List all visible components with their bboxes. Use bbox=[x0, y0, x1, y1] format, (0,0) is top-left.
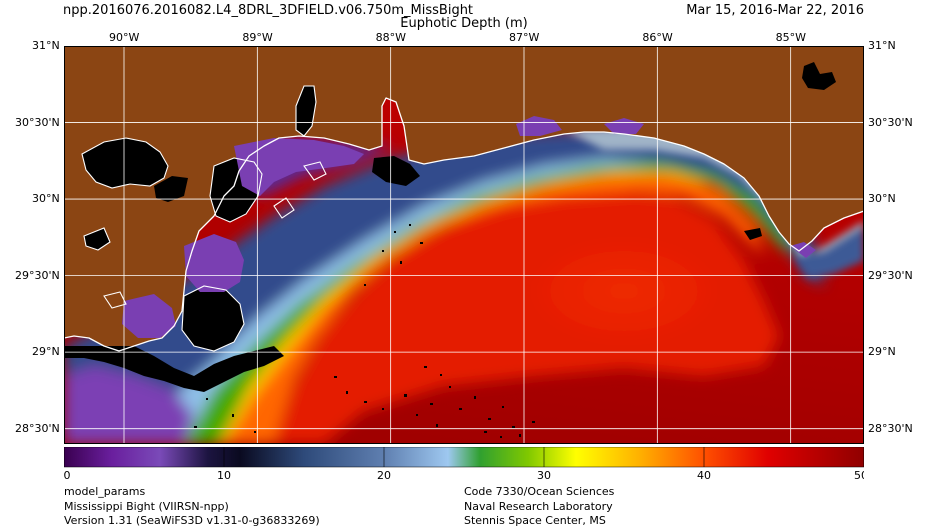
longitude-tick-label: 86°W bbox=[642, 31, 673, 44]
map-graticule bbox=[64, 46, 864, 444]
longitude-tick-label: 85°W bbox=[775, 31, 807, 44]
colorbar-tick-label: 30 bbox=[537, 469, 551, 481]
footer-product-label: model_params bbox=[64, 485, 146, 498]
latitude-tick-label-right: 30°N bbox=[868, 192, 896, 206]
latitude-tick-label-left: 30°30'N bbox=[15, 115, 60, 129]
latitude-tick-label-right: 29°N bbox=[868, 345, 896, 359]
latitude-tick-label-left: 28°30'N bbox=[15, 421, 60, 435]
euphotic-depth-map bbox=[64, 46, 864, 444]
colorbar-scale bbox=[64, 447, 864, 468]
colorbar-tick-label: 0 bbox=[64, 469, 71, 481]
latitude-tick-label-left: 31°N bbox=[32, 39, 60, 52]
footer-region-label: Mississippi Bight (VIIRSN-npp) bbox=[64, 499, 229, 513]
coastline-islands bbox=[81, 85, 327, 352]
longitude-tick-label: 87°W bbox=[509, 31, 540, 44]
coastline bbox=[64, 97, 864, 352]
latitude-tick-label-left: 29°N bbox=[32, 345, 60, 359]
nearshore-bigbend-water bbox=[794, 226, 864, 278]
colorbar-tick-label: 40 bbox=[697, 469, 711, 481]
depth-band-purple bbox=[64, 366, 194, 444]
latitude-tick-label-right: 30°30'N bbox=[868, 115, 913, 129]
depth-core-bright bbox=[514, 231, 734, 351]
footer-left: model_params Mississippi Bight (VIIRSN-n… bbox=[64, 485, 320, 529]
longitude-tick-label: 89°W bbox=[242, 31, 273, 44]
latitude-tick-label-right: 29°30'N bbox=[868, 268, 913, 282]
no-data-speckles bbox=[194, 224, 535, 438]
colorbar: 0 10 20 30 40 50 bbox=[64, 447, 864, 481]
colorbar-tick-label: 20 bbox=[377, 469, 391, 481]
footer-code-label: Code 7330/Ocean Sciences bbox=[464, 485, 615, 498]
latitude-tick-label-left: 29°30'N bbox=[15, 268, 60, 282]
longitude-tick-label: 88°W bbox=[375, 31, 407, 44]
colorbar-tick-label: 10 bbox=[217, 469, 231, 481]
latitude-tick-label-right: 31°N bbox=[868, 39, 896, 52]
latitude-tick-label-right: 28°30'N bbox=[868, 421, 913, 435]
colorbar-tick-label: 50 bbox=[854, 469, 864, 481]
map-file-title: npp.2016076.2016082.L4_8DRL_3DFIELD.v06.… bbox=[63, 3, 474, 18]
footer-organization-label: Naval Research Laboratory bbox=[464, 499, 613, 513]
longitude-tick-label: 90°W bbox=[109, 31, 140, 44]
map-frame bbox=[64, 46, 864, 444]
delta-wetland-water bbox=[122, 116, 816, 338]
footer-version-label: Version 1.31 (SeaWiFS3D v1.31-0-g3683326… bbox=[64, 514, 320, 527]
footer-location-label: Stennis Space Center, MS bbox=[464, 514, 606, 527]
date-range-label: Mar 15, 2016-Mar 22, 2016 bbox=[686, 3, 864, 18]
footer-right: Code 7330/Ocean Sciences Naval Research … bbox=[464, 485, 614, 529]
latitude-tick-label-left: 30°N bbox=[32, 192, 60, 206]
variable-title: Euphotic Depth (m) bbox=[400, 16, 528, 31]
